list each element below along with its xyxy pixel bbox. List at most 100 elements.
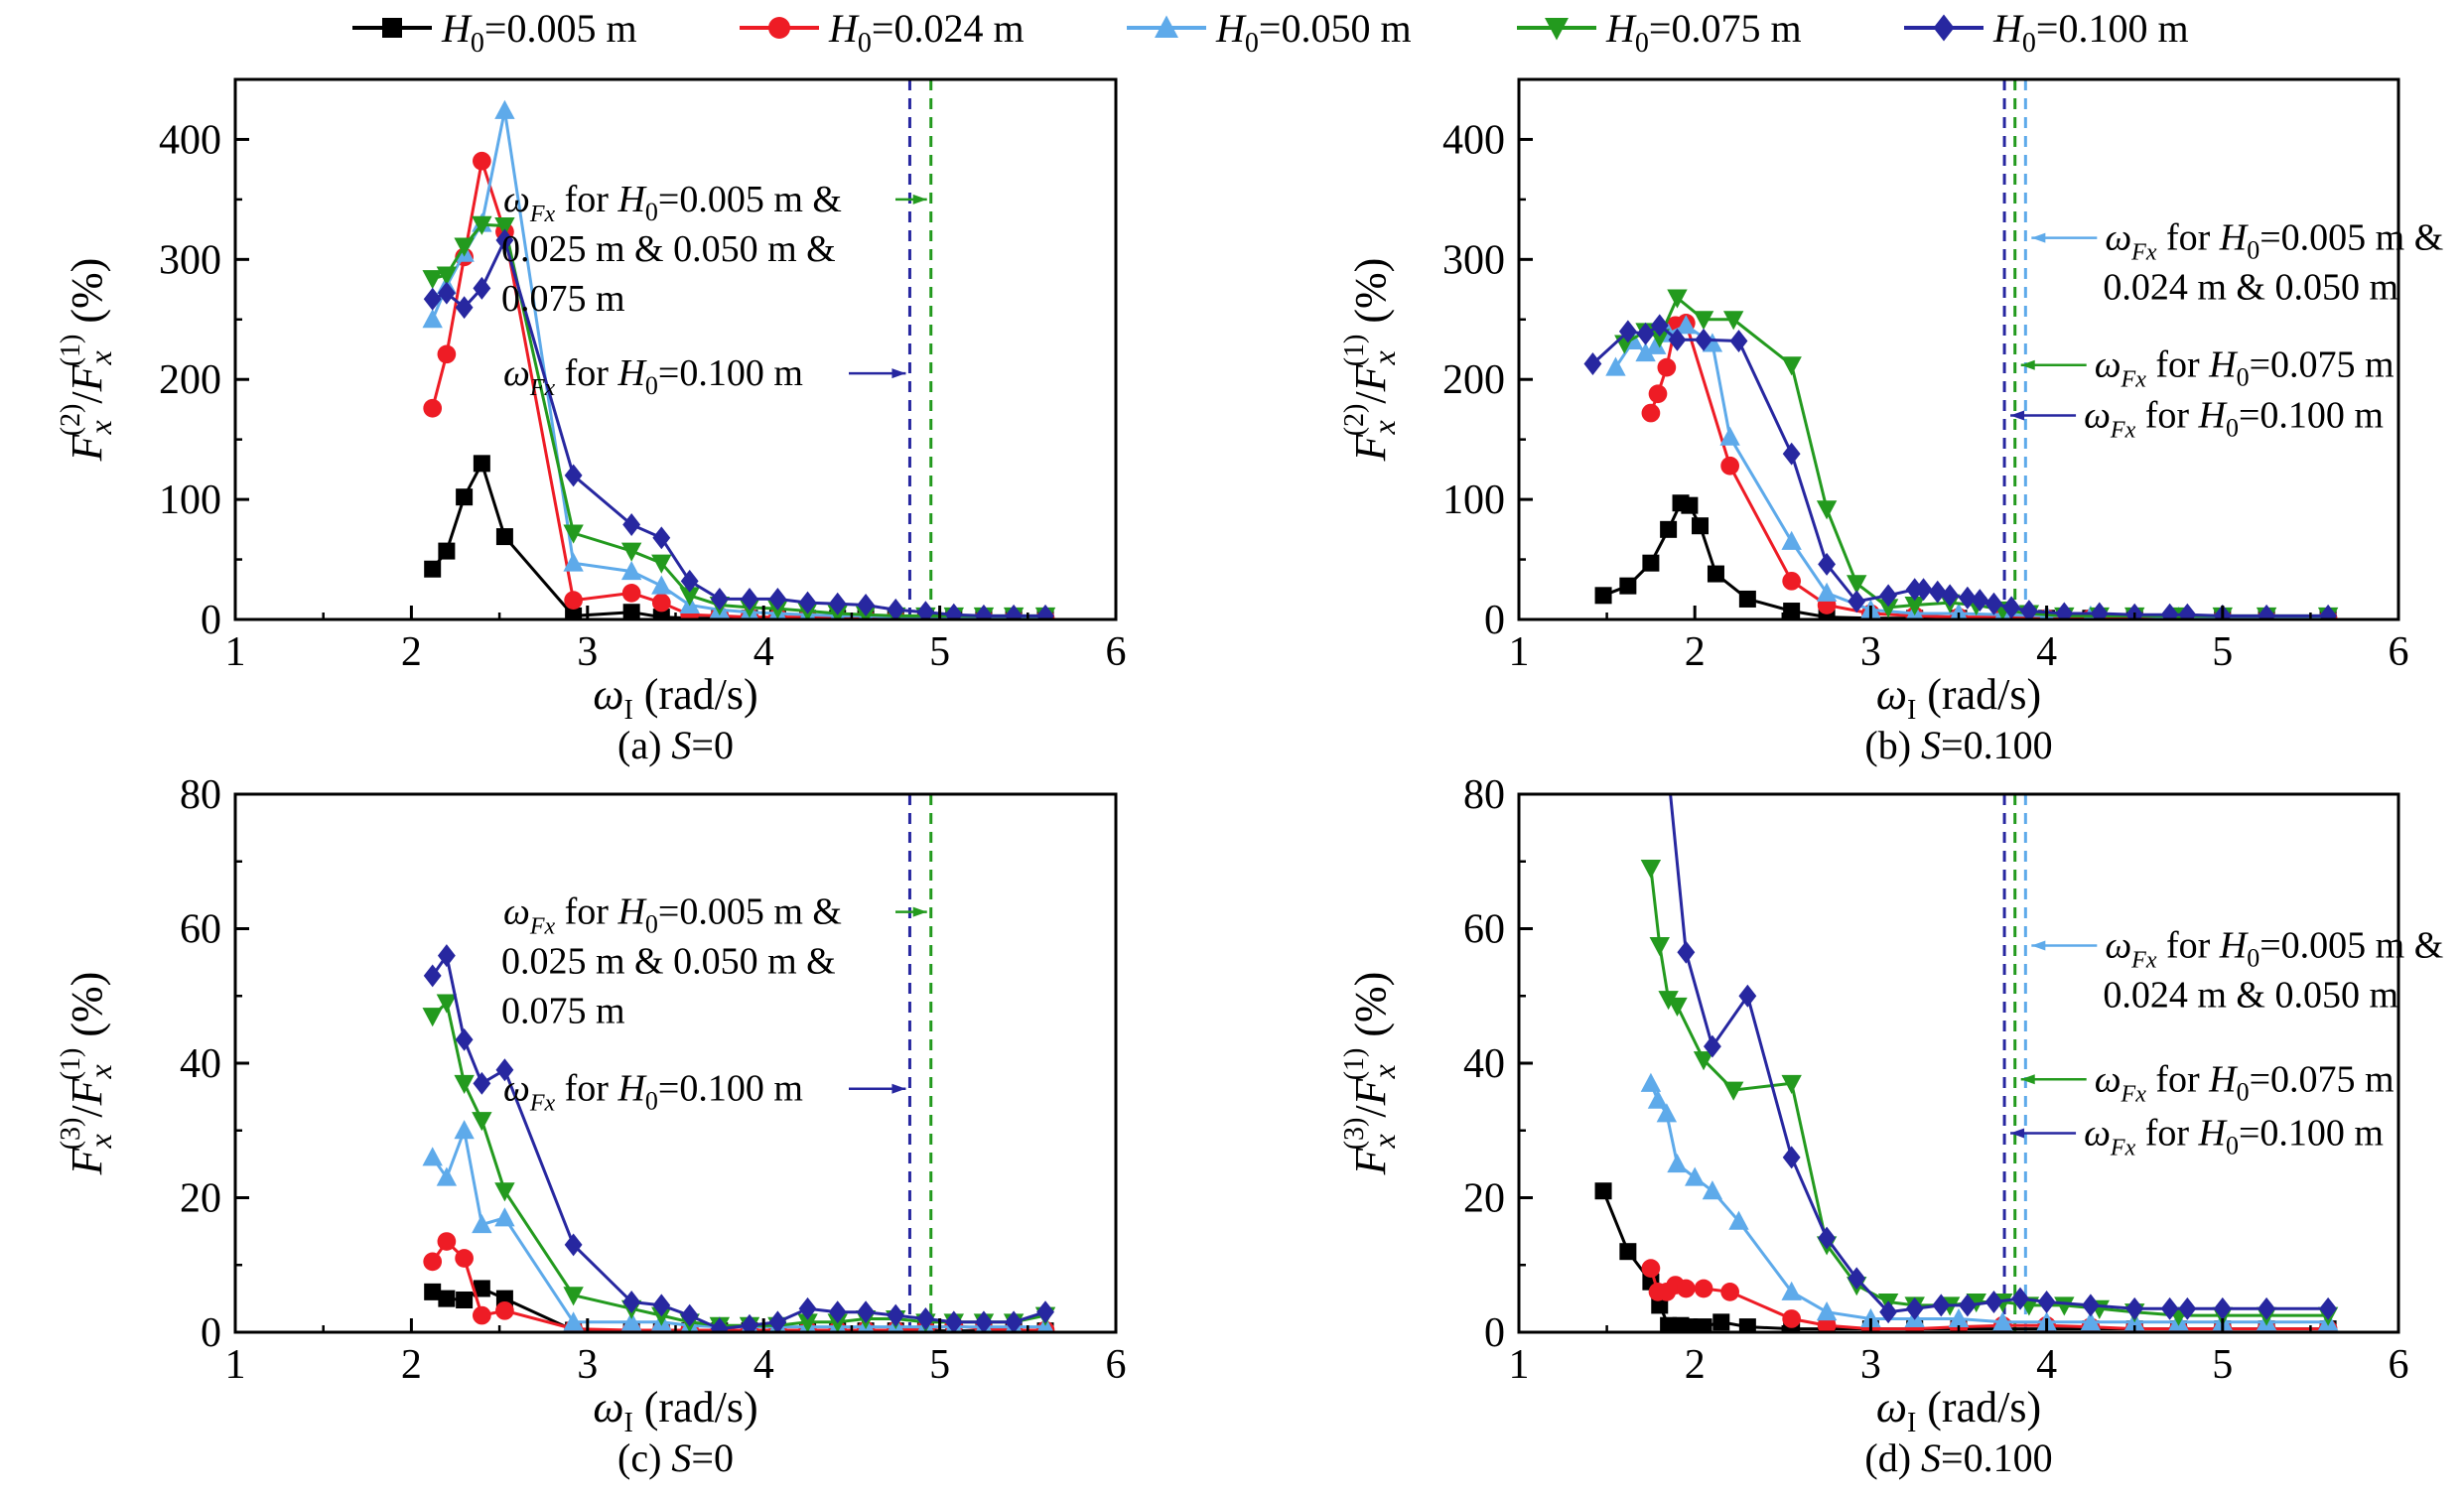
annotation-arrowhead bbox=[2010, 410, 2025, 421]
x-tick-label: 4 bbox=[753, 1342, 774, 1388]
x-axis-label: ωI (rad/s) bbox=[593, 670, 757, 726]
data-point bbox=[424, 560, 442, 578]
data-point bbox=[494, 99, 515, 119]
data-point bbox=[1905, 1296, 1924, 1320]
data-point bbox=[828, 1300, 847, 1324]
y-tick-label: 200 bbox=[159, 357, 221, 403]
annotation-arrowhead bbox=[2020, 1074, 2035, 1085]
data-point bbox=[473, 1071, 491, 1095]
x-tick-label: 1 bbox=[1509, 629, 1530, 675]
annotation-arrowhead bbox=[891, 368, 906, 379]
data-point bbox=[944, 1310, 963, 1332]
data-point bbox=[651, 593, 671, 613]
annotation-text: 0.025 m & 0.050 m & bbox=[501, 941, 836, 983]
data-point bbox=[423, 1252, 443, 1272]
data-point bbox=[1904, 596, 1925, 616]
legend-label: H0=0.100 m bbox=[1992, 6, 2189, 59]
data-point bbox=[473, 455, 490, 473]
data-point bbox=[1985, 592, 2003, 615]
data-point bbox=[1783, 603, 1801, 619]
data-point bbox=[1722, 1081, 1744, 1101]
y-tick-label: 60 bbox=[1463, 907, 1505, 953]
data-point bbox=[1782, 1309, 1802, 1328]
data-point bbox=[1958, 586, 1977, 610]
series-group bbox=[1594, 794, 2339, 1332]
data-point bbox=[456, 488, 474, 506]
data-point bbox=[1618, 320, 1637, 343]
data-point bbox=[494, 1207, 515, 1227]
annotation-1: ωFx for H0=0.100 m bbox=[503, 1068, 906, 1117]
data-point bbox=[473, 1280, 490, 1297]
data-point bbox=[494, 216, 515, 237]
data-point bbox=[2213, 1296, 2232, 1320]
data-point bbox=[1641, 403, 1661, 423]
data-point bbox=[652, 1294, 671, 1317]
data-point bbox=[1667, 997, 1688, 1018]
annotation-0: ωFx for H0=0.005 m &0.025 m & 0.050 m & 0… bbox=[501, 179, 927, 320]
data-point bbox=[1702, 333, 1723, 352]
data-point bbox=[422, 1147, 443, 1166]
data-point bbox=[1036, 604, 1054, 619]
annotation-arrowhead bbox=[891, 1083, 906, 1094]
data-point bbox=[680, 1303, 699, 1327]
y-tick-label: 60 bbox=[180, 907, 221, 953]
data-point bbox=[422, 309, 443, 329]
series-line-2 bbox=[431, 1125, 1045, 1329]
data-point bbox=[1693, 1051, 1714, 1071]
data-point bbox=[1005, 604, 1024, 619]
data-point bbox=[495, 228, 514, 252]
x-tick-label: 6 bbox=[2389, 629, 2409, 675]
y-tick-label: 20 bbox=[180, 1176, 221, 1222]
data-point bbox=[454, 1074, 475, 1094]
y-tick-label: 100 bbox=[1442, 477, 1505, 523]
data-point bbox=[1676, 315, 1697, 335]
annotation-text: 0.024 m & 0.050 m bbox=[2103, 267, 2398, 309]
series-line-0 bbox=[431, 459, 1045, 619]
legend-label: H0=0.075 m bbox=[1605, 6, 1802, 59]
data-point bbox=[472, 1112, 492, 1132]
x-tick-label: 2 bbox=[1685, 1342, 1706, 1388]
x-tick-label: 5 bbox=[2212, 1342, 2233, 1388]
data-point bbox=[1781, 1281, 1802, 1300]
data-point bbox=[1648, 384, 1668, 404]
data-point bbox=[495, 1058, 514, 1082]
data-point bbox=[1640, 1072, 1662, 1092]
data-point bbox=[1879, 584, 1898, 608]
panel-caption: (b) S=0.100 bbox=[1864, 723, 2052, 767]
data-point bbox=[1728, 1210, 1749, 1230]
y-tick-label: 40 bbox=[1463, 1041, 1505, 1087]
annotation-0: ωFx for H0=0.005 m &0.024 m & 0.050 m bbox=[2031, 217, 2443, 309]
x-tick-label: 1 bbox=[225, 1342, 246, 1388]
data-point bbox=[2258, 1296, 2276, 1320]
legend-entry-3: H0=0.075 m bbox=[1517, 6, 1802, 59]
x-tick-label: 3 bbox=[577, 1342, 598, 1388]
x-tick-label: 5 bbox=[929, 629, 950, 675]
data-point bbox=[1782, 571, 1802, 591]
panel-b: 1 2 3 4 5 6 0 100 200 300 400 ωI (rad/s)(b) S=0.100… bbox=[1339, 77, 2443, 767]
data-point bbox=[1640, 860, 1662, 880]
data-point bbox=[1619, 577, 1637, 595]
legend-entry-2: H0=0.050 m bbox=[1127, 6, 1412, 59]
data-point bbox=[975, 1310, 993, 1332]
data-point bbox=[1667, 289, 1688, 309]
panel-a: 1 2 3 4 5 6 0 100 200 300 400 ωI (rad/s)(a) S=0 Fx(2… bbox=[56, 77, 1127, 767]
plot-frame bbox=[233, 792, 1118, 1334]
data-point bbox=[1642, 554, 1660, 572]
x-tick-label: 5 bbox=[929, 1342, 950, 1388]
data-point bbox=[456, 1291, 474, 1308]
data-point bbox=[455, 1027, 474, 1051]
annotation-text: ωFx for H0=0.005 m & bbox=[503, 891, 842, 940]
x-axis-label: ωI (rad/s) bbox=[1876, 1383, 2041, 1438]
data-point bbox=[2011, 1287, 2029, 1310]
data-point bbox=[424, 1283, 442, 1300]
data-point bbox=[1782, 442, 1801, 466]
data-point bbox=[1781, 530, 1802, 550]
data-point bbox=[1948, 1307, 1970, 1327]
legend-entry-4: H0=0.100 m bbox=[1904, 6, 2189, 59]
annotation-1: ωFx for H0=0.075 m bbox=[2020, 1058, 2395, 1107]
data-point bbox=[1635, 342, 1656, 362]
data-point bbox=[2055, 602, 2074, 619]
data-point bbox=[1695, 1318, 1712, 1332]
data-point bbox=[1605, 356, 1626, 376]
